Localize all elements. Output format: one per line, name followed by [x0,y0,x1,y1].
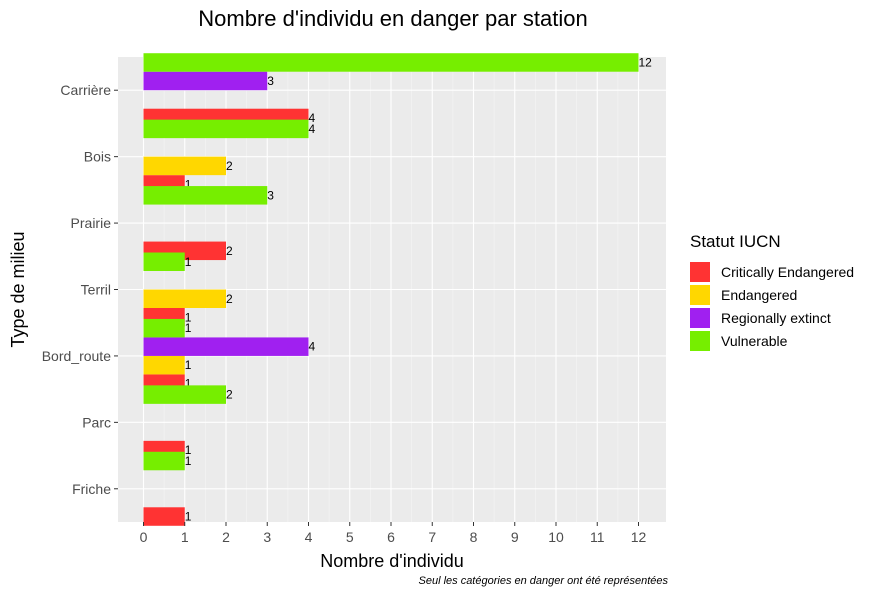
chart-title: Nombre d'individu en danger par station [198,6,588,31]
bar-value-label: 1 [185,177,192,191]
legend-label: Regionally extinct [721,309,831,326]
bar [143,507,185,526]
bar-value-label: 1 [185,377,192,391]
bar [143,252,185,271]
x-tick-label: 4 [305,529,313,545]
legend-item: Vulnerable [690,329,854,352]
legend-label: Endangered [721,286,798,303]
bar [143,53,639,72]
x-tick-label: 2 [222,529,230,545]
bar-value-label: 2 [226,159,233,173]
x-tick-label: 8 [470,529,478,545]
bar-value-label: 4 [309,122,316,136]
bar [143,318,185,338]
bar-value-label: 4 [309,111,316,125]
bar [143,186,268,205]
legend-item: Endangered [690,283,854,306]
bar [143,385,226,404]
legend-item: Critically Endangered [690,260,854,283]
bar-value-label: 2 [226,244,233,258]
bar-value-label: 3 [267,74,274,88]
bar-value-label: 12 [639,55,653,69]
bar [143,355,185,375]
bar-value-label: 4 [309,340,316,354]
x-axis-title: Nombre d'individu [320,551,464,571]
x-tick-label: 3 [263,529,271,545]
x-tick-label: 6 [387,529,395,545]
x-tick-label: 0 [140,529,148,545]
y-tick-label: Terril [81,282,111,298]
chart-caption: Seul les catégories en danger ont été re… [418,575,669,587]
legend-label: Critically Endangered [721,263,855,280]
y-tick-label: Bord_route [42,348,111,364]
bar-value-label: 3 [267,188,274,202]
x-tick-label: 12 [631,529,647,545]
x-tick-label: 1 [181,529,189,545]
bar-value-label: 1 [185,510,192,524]
legend-title: Statut IUCN [690,232,781,251]
y-tick-label: Bois [84,149,111,165]
legend-swatch [690,284,710,305]
legend: Statut IUCN Critically Endangered Endange… [690,232,854,352]
y-axis-title: Type de milieu [8,231,28,347]
bar [143,337,309,356]
y-tick-label: Prairie [71,215,112,231]
bar [143,156,226,176]
x-tick-label: 9 [511,529,519,545]
y-tick-label: Carrière [60,82,111,98]
legend-swatch [690,307,710,328]
bar [143,451,185,471]
legend-item: Regionally extinct [690,306,854,329]
legend-swatch [690,330,710,351]
x-tick-label: 7 [428,529,436,545]
bar-value-label: 2 [226,388,233,402]
x-tick-label: 11 [590,529,605,545]
y-tick-label: Parc [82,414,111,430]
bar [143,289,226,308]
legend-swatch [690,261,710,282]
bar [143,71,268,91]
bar-value-label: 1 [185,310,192,324]
bar-value-label: 1 [185,255,192,269]
x-tick-label: 5 [346,529,354,545]
bar-value-label: 1 [185,321,192,335]
bar-value-label: 1 [185,443,192,457]
bar-value-label: 1 [185,358,192,372]
y-tick-label: Friche [72,481,111,497]
legend-label: Vulnerable [721,332,788,349]
bar-value-label: 1 [185,454,192,468]
bar-value-label: 2 [226,292,233,306]
bar [143,119,309,139]
x-tick-label: 10 [548,529,564,545]
